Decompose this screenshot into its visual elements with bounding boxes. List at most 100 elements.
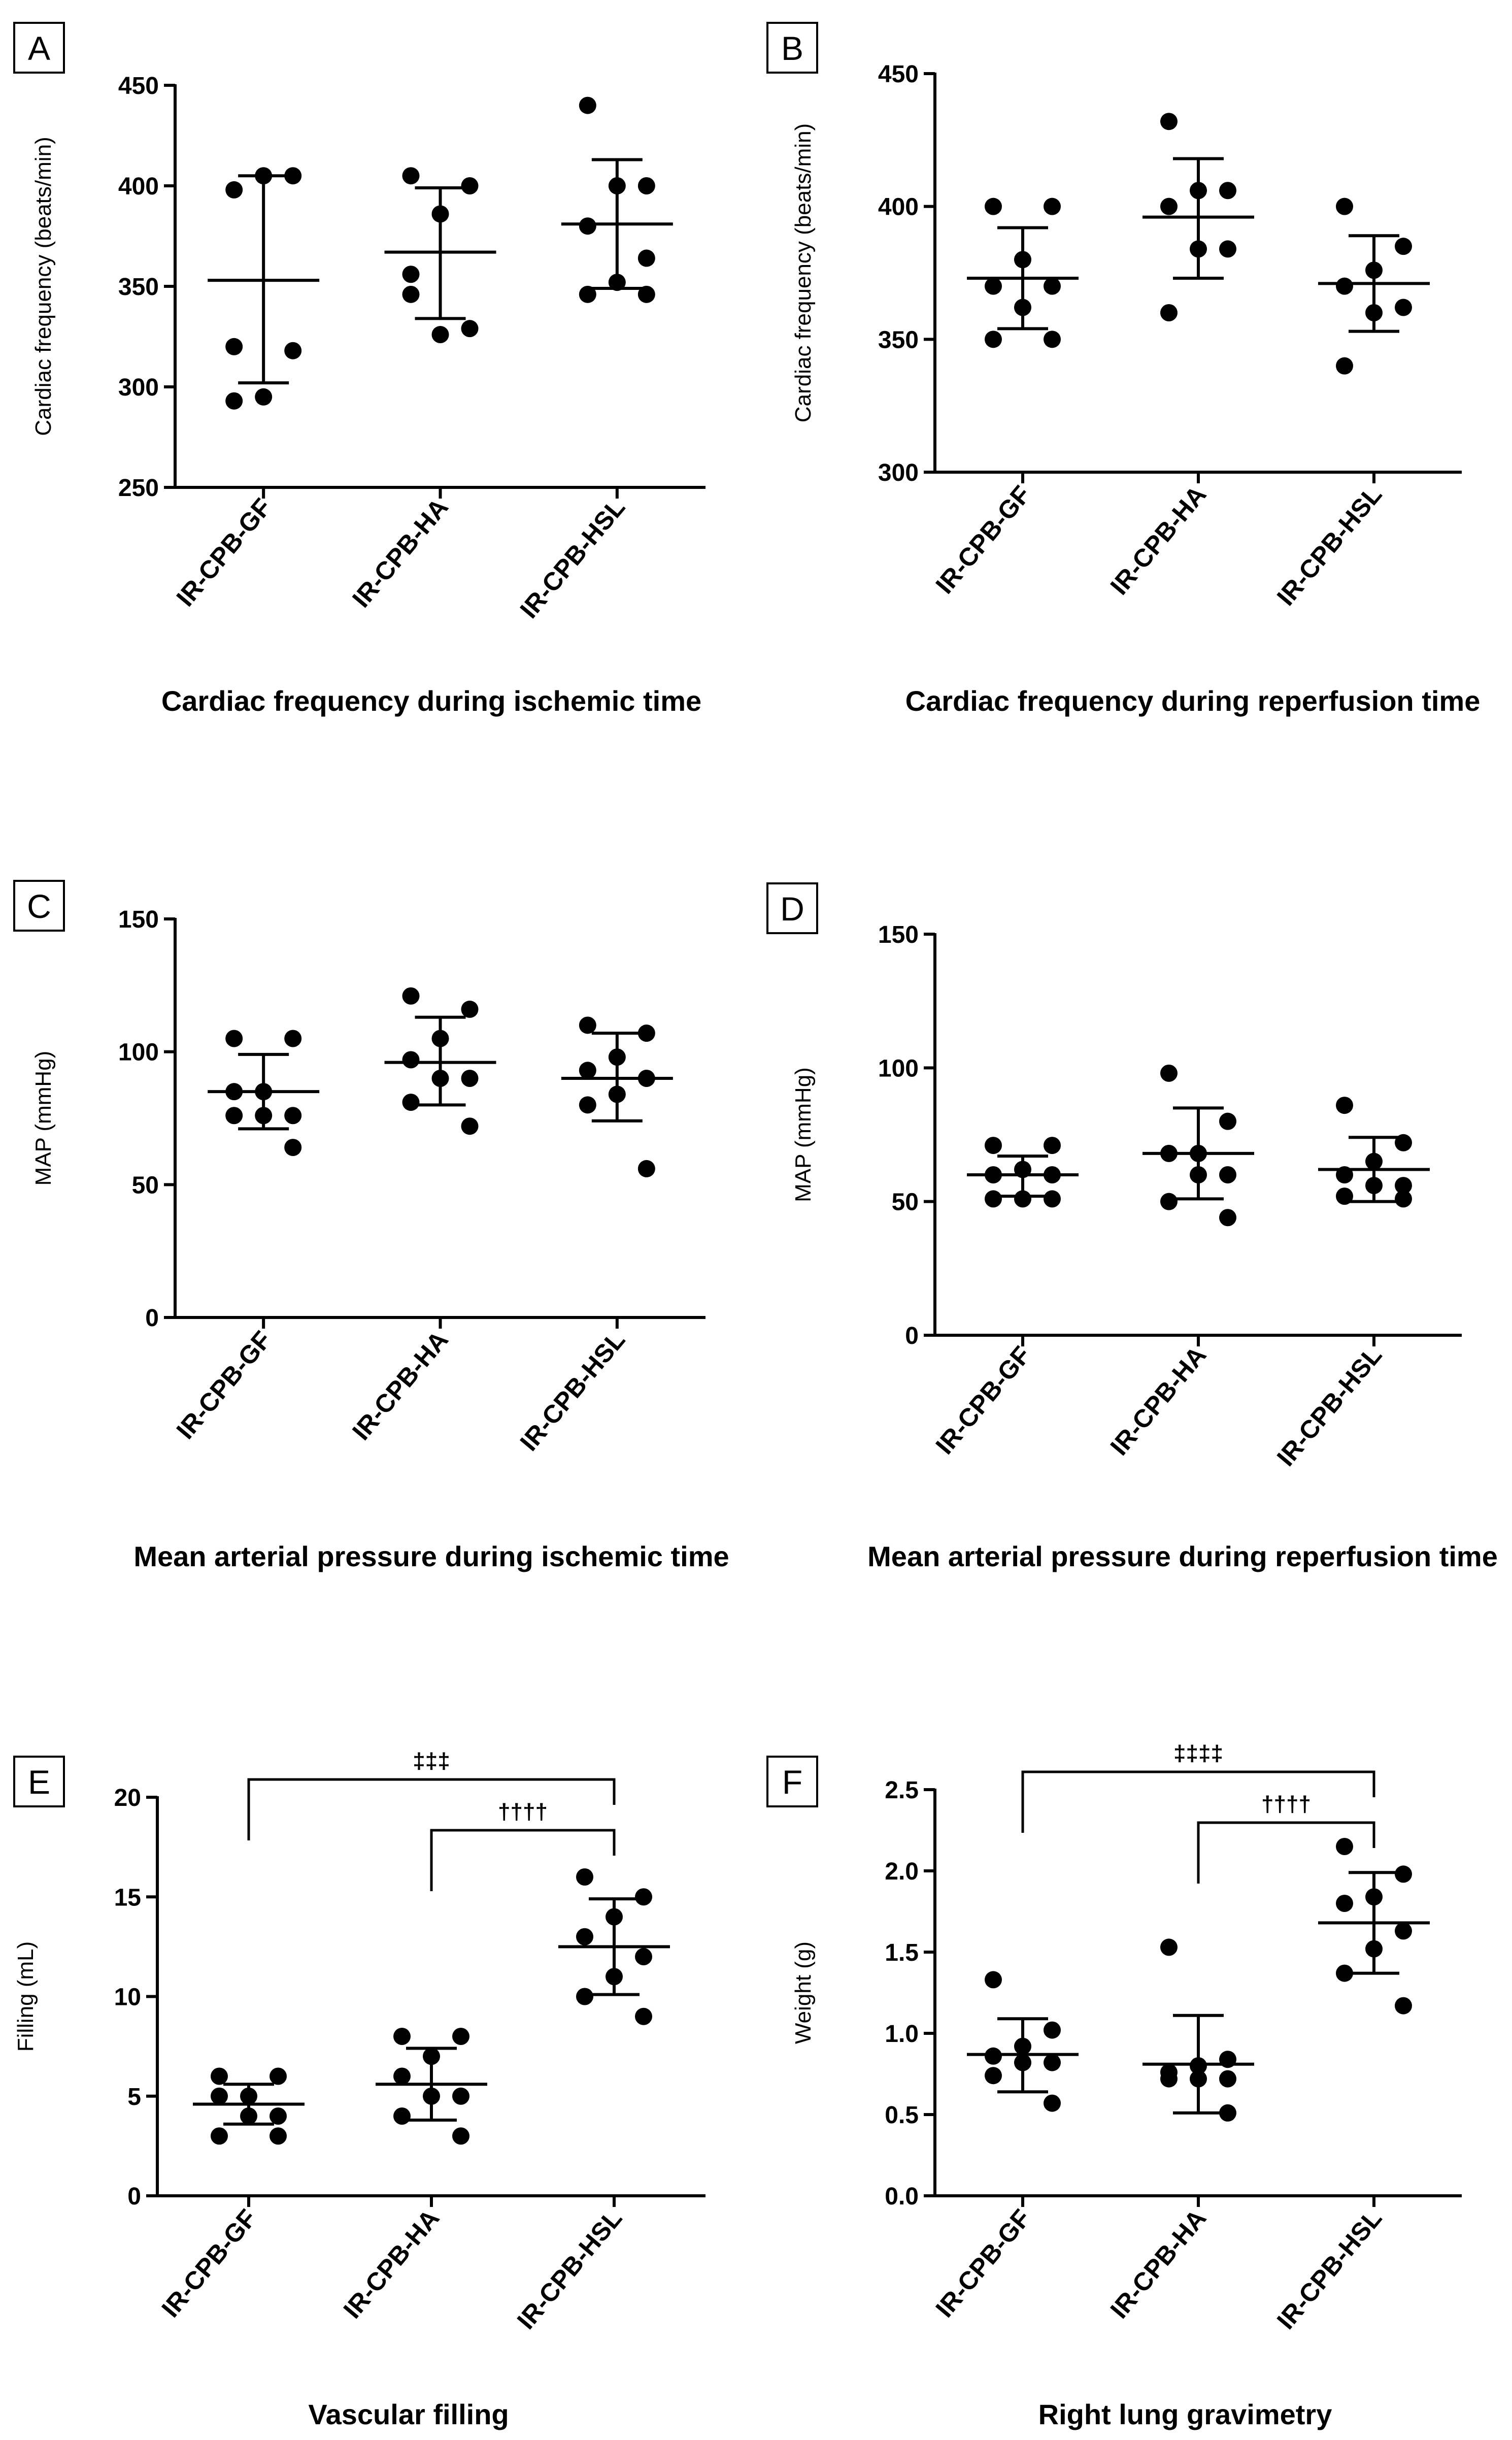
data-point (255, 388, 273, 406)
data-point (579, 217, 596, 235)
data-point (452, 2127, 469, 2145)
data-point (1044, 197, 1061, 215)
data-point (1160, 113, 1178, 130)
data-point (579, 1062, 596, 1079)
panel-caption: Right lung gravimetry (1038, 2398, 1332, 2430)
significance-marker: ‡‡‡‡ (1173, 1741, 1223, 1766)
x-tick-label: IR-CPB-HSL (512, 2204, 628, 2334)
data-point (461, 1070, 479, 1087)
significance-bracket (430, 1829, 616, 1891)
data-point (1365, 261, 1383, 279)
y-axis-label: Cardiac frequency (beats/min) (791, 123, 816, 422)
y-tick-label: 0 (127, 2183, 141, 2210)
x-tick-label: IR-CPB-HA (1105, 2204, 1212, 2324)
data-point (1395, 1997, 1412, 2015)
data-point (402, 266, 420, 283)
y-tick-label: 2.0 (885, 1858, 919, 1885)
data-point (637, 1070, 655, 1087)
data-point (1219, 1112, 1236, 1130)
data-point (284, 1030, 302, 1047)
panel-caption: Cardiac frequency during reperfusion tim… (905, 685, 1481, 717)
data-point (1395, 1134, 1412, 1151)
data-point (284, 342, 302, 359)
data-point (431, 1070, 449, 1087)
y-axis-label: MAP (mmHg) (791, 1067, 816, 1202)
data-point (1365, 1152, 1383, 1170)
data-point (1336, 197, 1353, 215)
panel-letter: A (28, 29, 50, 67)
panel-f: F 0.0 0.5 1.0 1.5 2.0 2.5 Weight (g) IR-CPB-GF IR… (766, 1741, 1462, 2430)
data-point (1014, 2054, 1031, 2071)
data-point (431, 326, 449, 344)
data-point (1219, 2051, 1236, 2068)
data-point (579, 285, 596, 303)
data-point (1365, 1177, 1383, 1195)
data-point (1219, 182, 1236, 200)
data-point (576, 1928, 593, 1946)
data-point (461, 1000, 479, 1018)
panel-d: D 0 50 100 150 MAP (mmHg) IR-CPB-GF IR-CPB-HA IR… (766, 882, 1498, 1572)
data-point (211, 2087, 228, 2105)
panel-a: A 250 300 350 400 450 Cardiac frequency (beats… (13, 22, 705, 717)
data-point (402, 167, 420, 185)
data-point (608, 1048, 626, 1066)
data-point (402, 285, 420, 303)
data-point (1160, 1144, 1178, 1162)
data-point (1219, 2070, 1236, 2088)
data-point (1014, 299, 1031, 316)
data-point (985, 1971, 1002, 1989)
data-point (225, 1107, 243, 1125)
x-tick-label: IR-CPB-HSL (1271, 480, 1388, 611)
data-point (985, 1190, 1002, 1208)
data-point (1014, 2037, 1031, 2055)
panel-letter-box (766, 22, 818, 74)
data-point (255, 1083, 273, 1101)
data-point (637, 249, 655, 267)
panel-letter: F (782, 1763, 802, 1801)
data-point (1160, 1938, 1178, 1956)
panel-caption: Cardiac frequency during ischemic time (161, 685, 701, 717)
data-point (637, 1160, 655, 1177)
data-point (637, 177, 655, 194)
significance-bracket (1197, 1821, 1375, 1884)
data-point (270, 2107, 287, 2125)
data-point (1160, 197, 1178, 215)
x-tick-label: IR-CPB-GF (156, 2204, 262, 2323)
data-point (461, 177, 479, 194)
data-point (402, 987, 420, 1005)
data-point (1044, 2021, 1061, 2039)
data-point (637, 1025, 655, 1042)
data-point (1395, 299, 1412, 316)
data-point (452, 2087, 469, 2105)
data-point (985, 2047, 1002, 2065)
significance-marker: †††† (1261, 1792, 1311, 1817)
data-point (393, 2067, 411, 2085)
data-point (606, 1968, 623, 1986)
panel-letter-box (13, 22, 65, 74)
panel-letter: D (780, 890, 804, 928)
y-tick-label: 20 (114, 1785, 141, 1811)
data-point (1336, 277, 1353, 295)
data-point (608, 1085, 626, 1103)
data-point (423, 2048, 440, 2065)
y-tick-label: 350 (878, 326, 919, 353)
x-tick-label: IR-CPB-GF (171, 493, 277, 612)
x-tick-label: IR-CPB-HSL (515, 1326, 631, 1456)
data-point (985, 1166, 1002, 1183)
data-point (225, 181, 243, 199)
y-tick-label: 400 (118, 173, 159, 200)
data-point (1160, 304, 1178, 321)
data-point (402, 1051, 420, 1069)
x-tick-label: IR-CPB-HA (347, 1326, 454, 1445)
data-point (1365, 1888, 1383, 1906)
data-point (461, 1117, 479, 1135)
data-point (1044, 277, 1061, 295)
data-point (1336, 1188, 1353, 1205)
data-point (255, 167, 273, 185)
y-tick-label: 250 (118, 475, 159, 502)
data-point (452, 2028, 469, 2045)
y-tick-label: 150 (878, 921, 919, 948)
data-point (1044, 1166, 1061, 1183)
panel-letter: E (28, 1763, 50, 1801)
data-point (579, 1016, 596, 1034)
